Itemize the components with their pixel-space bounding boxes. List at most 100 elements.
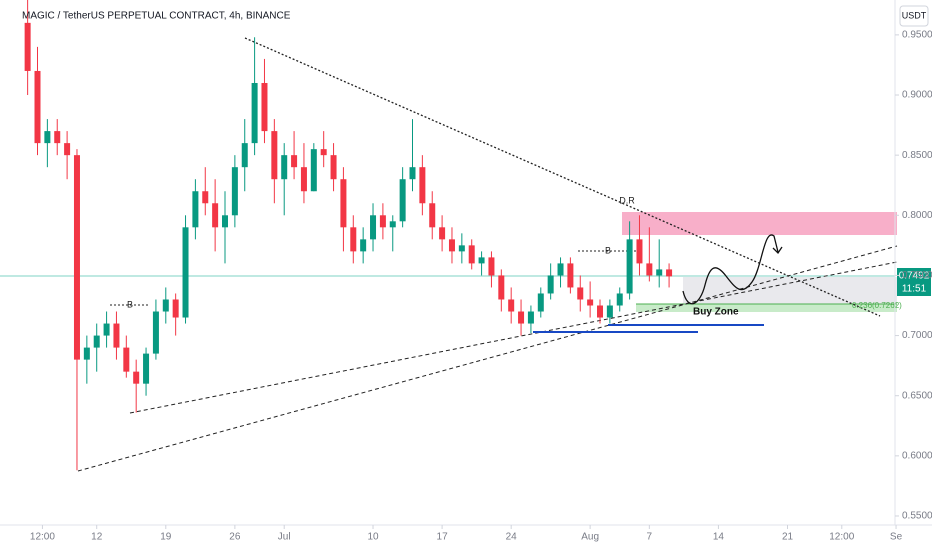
x-tick-label: 24 [506, 532, 518, 543]
candle-body [261, 82, 268, 132]
x-tick-label: 17 [437, 532, 449, 543]
up-trendline [77, 245, 898, 472]
candle-body [123, 347, 130, 372]
candle-body [379, 215, 386, 228]
candle-body [399, 179, 406, 222]
y-tick-label: 0.7000 [902, 330, 932, 341]
candle-body [251, 82, 258, 144]
candle-body [271, 131, 278, 180]
candle-body [320, 149, 327, 156]
candle-body [458, 245, 465, 252]
candle-body [518, 311, 525, 324]
annotation: B [605, 245, 611, 255]
candle-body [606, 305, 613, 318]
candle-body [626, 239, 633, 294]
candle-body [636, 239, 643, 264]
candle-body [389, 221, 396, 228]
fib-label: 0.236(0.7262) [852, 301, 902, 310]
candle-body [152, 311, 159, 354]
candle-body [488, 257, 495, 276]
price-tag [897, 268, 931, 296]
candle-body [172, 299, 179, 318]
projection-path [682, 234, 779, 305]
candle-body [547, 275, 554, 294]
y-tick-label: 0.8000 [902, 210, 932, 221]
x-tick-label: 21 [782, 532, 794, 543]
y-tick-label: 0.5500 [902, 511, 932, 522]
candle-body [587, 299, 594, 306]
y-tick-label: 0.9000 [902, 90, 932, 101]
candle-body [113, 323, 120, 348]
x-tick-label: 26 [229, 532, 241, 543]
candle-body [350, 227, 357, 252]
y-tick-label: 0.6000 [902, 450, 932, 461]
candle-body [498, 275, 505, 300]
y-tick-label: 0.7500 [902, 270, 932, 281]
y-tick-label: 0.9500 [902, 30, 932, 41]
candle-body [656, 269, 663, 276]
x-tick-label: Aug [581, 532, 599, 543]
candle-body [340, 179, 347, 228]
candle-body [44, 131, 51, 144]
candle-body [34, 70, 41, 144]
candle-body [577, 287, 584, 300]
candle-body [508, 299, 515, 312]
candle-body [527, 311, 534, 324]
candle-body [310, 149, 317, 192]
x-tick-label: 10 [367, 532, 379, 543]
candle-body [73, 155, 80, 360]
candle-body [370, 215, 377, 240]
candle-body [54, 131, 61, 144]
candle-body [537, 293, 544, 312]
x-tick-label: 12 [91, 532, 103, 543]
candle-body [24, 22, 31, 71]
candle-body [192, 191, 199, 228]
candle-body [133, 371, 140, 384]
candle-body [83, 347, 90, 360]
candle-body [429, 203, 436, 228]
candle-body [222, 215, 228, 228]
candle-body [241, 143, 248, 168]
candle-body [557, 263, 564, 276]
candle-body [478, 257, 485, 264]
chart-title: MAGIC / TetherUS PERPETUAL CONTRACT, 4h,… [22, 11, 291, 22]
currency-box [899, 5, 929, 27]
currency: USDT [902, 10, 927, 20]
y-tick-label: 0.8500 [902, 150, 932, 161]
candle-body [281, 155, 288, 180]
drawings: B B D.R Buy Zone 0.236(0.7262) [0, 37, 902, 472]
x-tick-label: 12:00 [30, 532, 55, 543]
annotation: D.R [619, 195, 635, 205]
annotation: B [127, 299, 133, 309]
candle-body [409, 167, 416, 180]
buy-zone-label: Buy Zone [693, 307, 739, 318]
y-tick-label: 0.6500 [902, 390, 932, 401]
candle-body [64, 143, 71, 156]
candles [24, 0, 673, 471]
price-tag-value: 0.7492 [899, 271, 930, 282]
x-tick-label: 19 [160, 532, 172, 543]
candle-body [182, 227, 189, 318]
candle-body [468, 245, 475, 264]
x-tick-label: 12:00 [829, 532, 854, 543]
x-tick-label: 7 [647, 532, 653, 543]
candle-body [419, 167, 426, 204]
grey-zone [683, 277, 897, 304]
candle-body [291, 155, 298, 168]
candle-body [616, 293, 623, 306]
price-tag-countdown: 11:51 [902, 284, 927, 295]
down-trendline [244, 37, 881, 317]
candle-body [231, 167, 238, 216]
buy-zone-box [636, 304, 897, 312]
candle-body [93, 335, 100, 348]
candle-body [103, 323, 110, 336]
arrow-head [772, 246, 783, 255]
candle-body [439, 227, 446, 240]
x-tick-label: Se [890, 532, 903, 543]
candle-body [567, 263, 574, 288]
candle-body [646, 263, 653, 276]
candle-body [300, 167, 307, 192]
candle-body [448, 239, 455, 252]
candle-body [360, 239, 367, 252]
